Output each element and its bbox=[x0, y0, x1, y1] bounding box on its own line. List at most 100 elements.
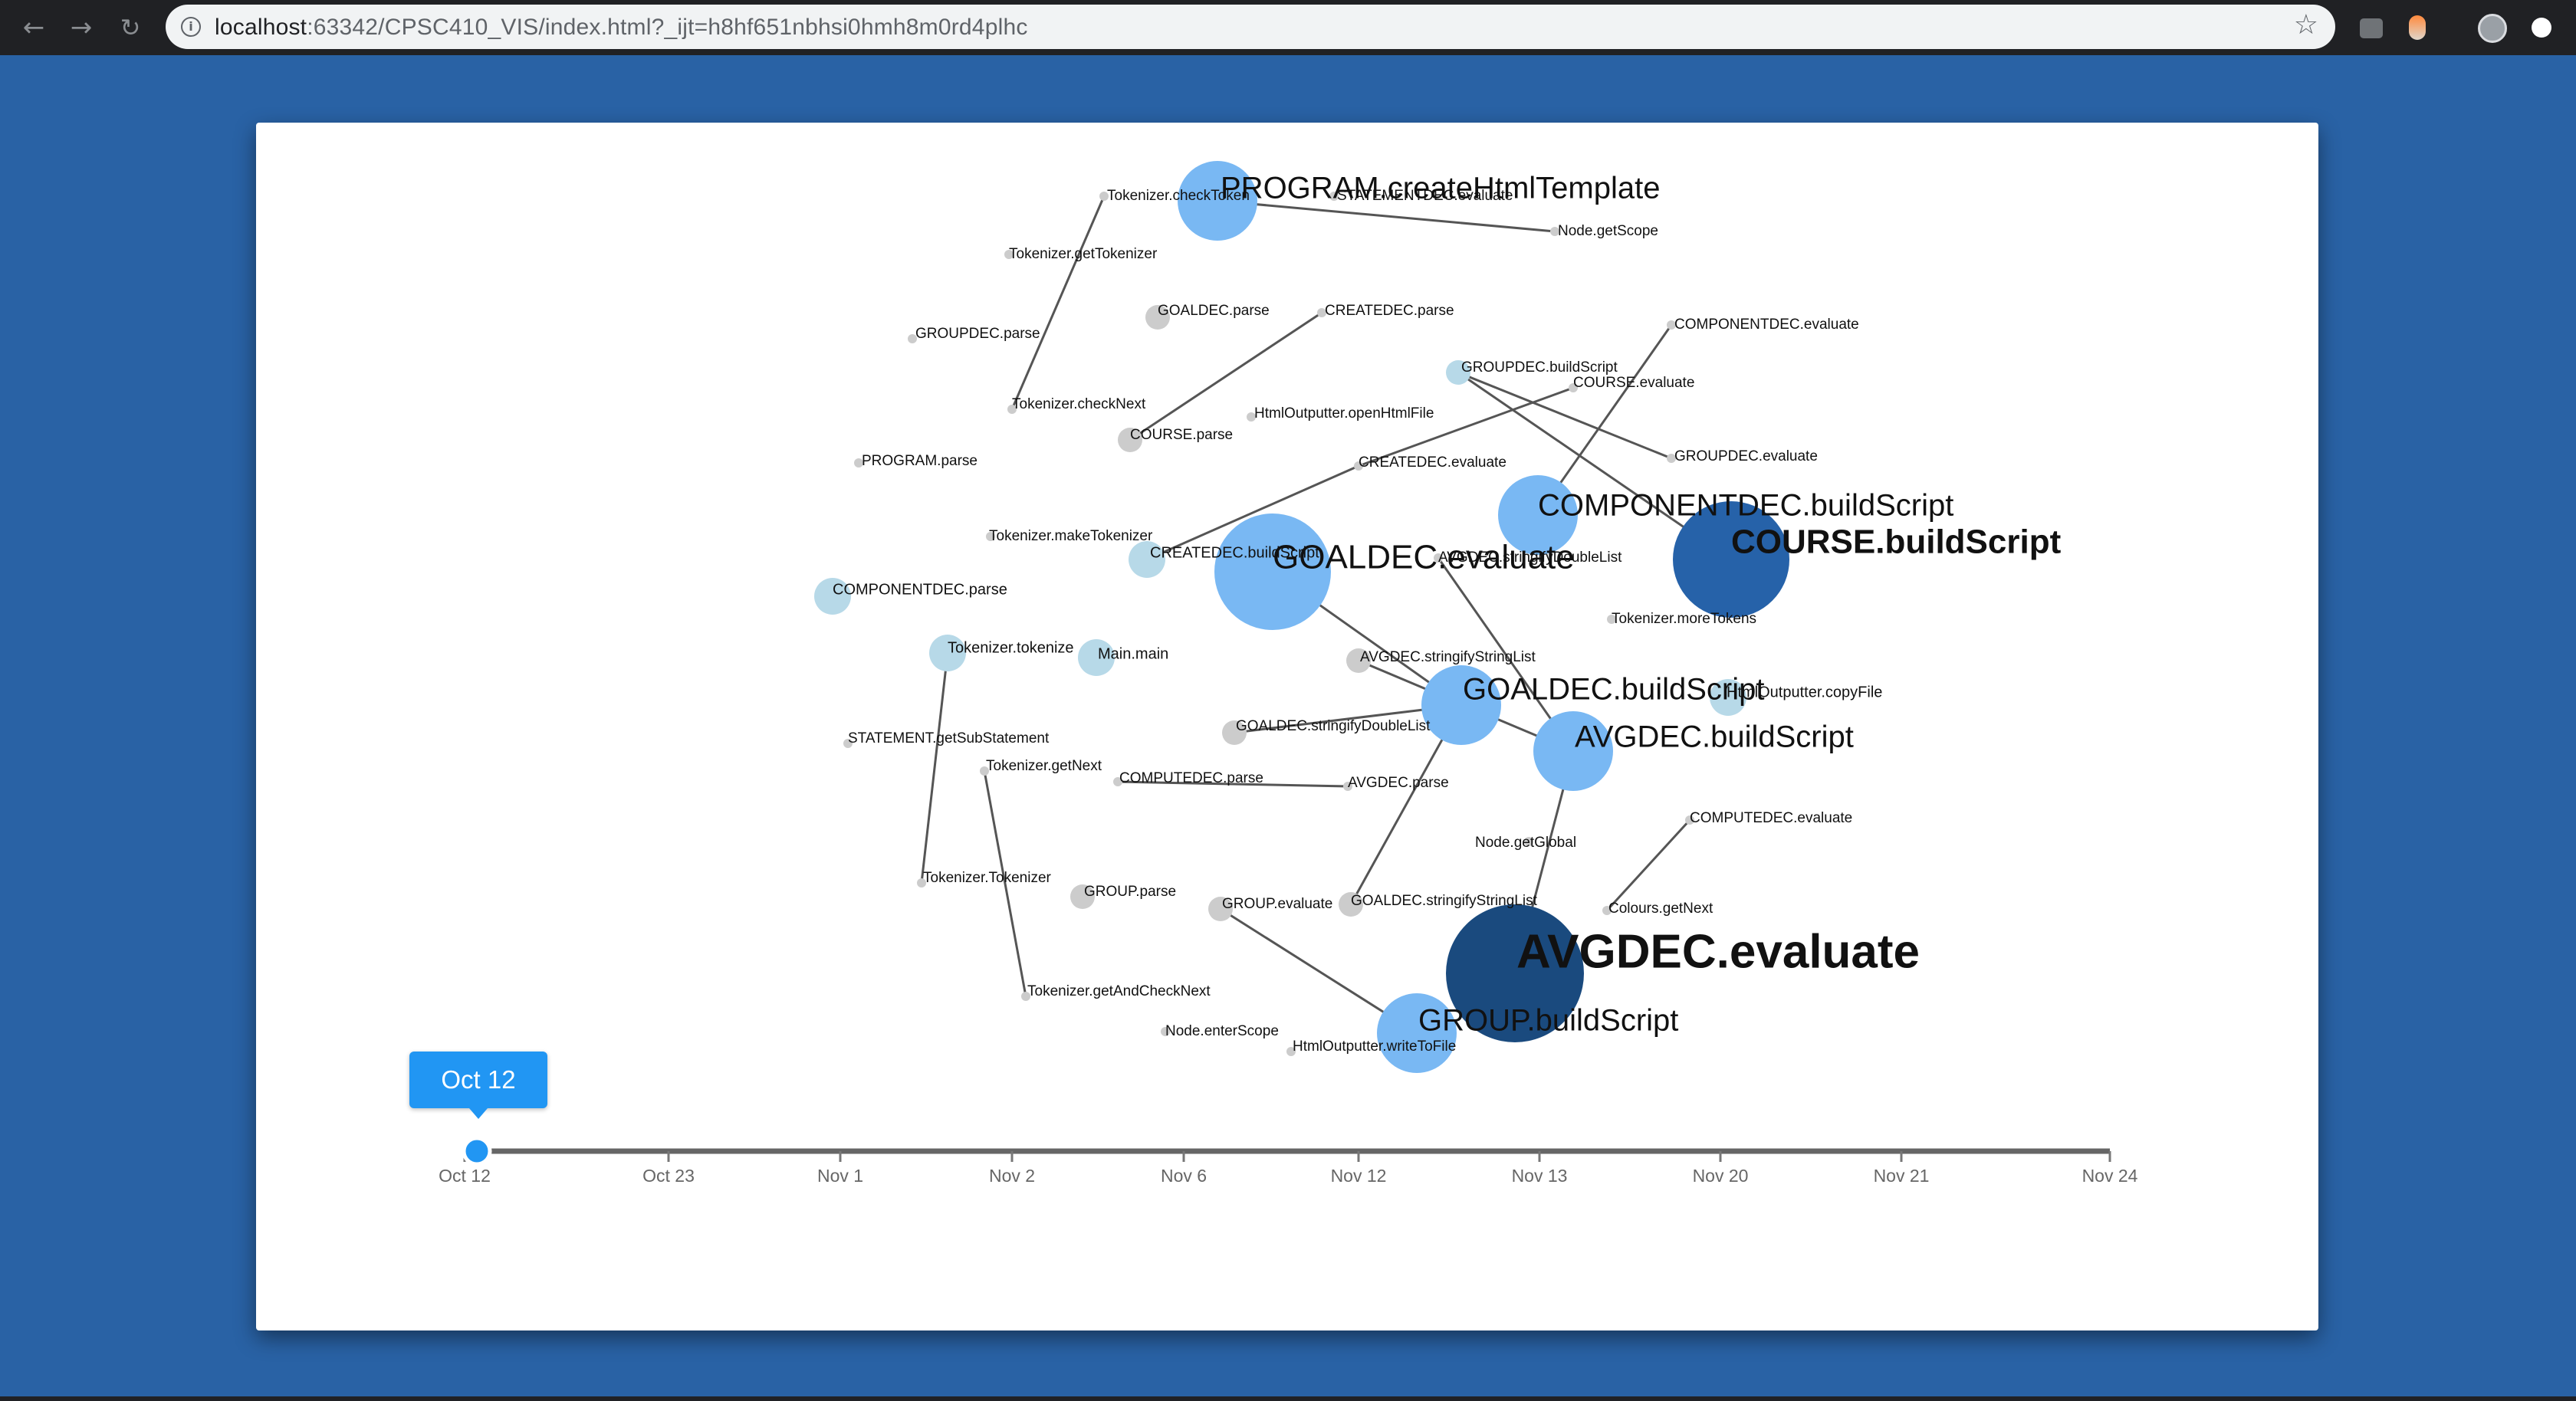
graph-node[interactable] bbox=[1685, 815, 1694, 825]
graph-node[interactable] bbox=[1007, 405, 1017, 414]
graph-node[interactable] bbox=[1602, 906, 1612, 915]
graph-node-label: Tokenizer.Tokenizer bbox=[923, 870, 1052, 886]
graph-node[interactable] bbox=[980, 766, 989, 776]
graph-node[interactable] bbox=[1569, 383, 1578, 392]
graph-node[interactable] bbox=[1434, 553, 1443, 563]
camera-extension-icon[interactable] bbox=[2360, 18, 2383, 38]
graph-node[interactable] bbox=[1129, 541, 1165, 578]
graph-node[interactable] bbox=[854, 458, 863, 468]
graph-node-label: CREATEDEC.buildScript bbox=[1150, 544, 1319, 561]
graph-link bbox=[1129, 311, 1322, 441]
graph-node[interactable] bbox=[1161, 1027, 1170, 1036]
profile-avatar[interactable] bbox=[2478, 14, 2507, 43]
graph-node[interactable] bbox=[1214, 513, 1331, 630]
arrow-right-icon[interactable]: → bbox=[70, 12, 93, 43]
timeline-tick-label[interactable]: Oct 12 bbox=[439, 1166, 491, 1186]
graph-node[interactable] bbox=[1004, 250, 1014, 259]
graph-node[interactable] bbox=[1667, 320, 1676, 330]
graph-node-label: GROUP.parse bbox=[1084, 884, 1176, 900]
graph-node-label: Tokenizer.tokenize bbox=[948, 639, 1074, 656]
reload-icon[interactable]: ↻ bbox=[120, 13, 141, 42]
graph-node-label: Tokenizer.moreTokens bbox=[1612, 611, 1756, 627]
graph-node-label: CREATEDEC.parse bbox=[1325, 303, 1454, 319]
graph-node[interactable] bbox=[1377, 993, 1457, 1073]
graph-node[interactable] bbox=[1118, 428, 1142, 452]
graph-node-label: Node.enterScope bbox=[1165, 1023, 1279, 1039]
graph-node-label: PROGRAM.createHtmlTemplate bbox=[1221, 172, 1660, 205]
graph-node[interactable] bbox=[1673, 501, 1789, 618]
graph-node[interactable] bbox=[1498, 475, 1578, 555]
graph-node[interactable] bbox=[1343, 782, 1352, 791]
graph-node[interactable] bbox=[843, 739, 853, 748]
address-bar[interactable]: i localhost:63342/CPSC410_VIS/index.html… bbox=[166, 5, 2335, 49]
star-icon[interactable]: ☆ bbox=[2293, 9, 2318, 41]
graph-link bbox=[1117, 780, 1349, 788]
graph-node[interactable] bbox=[1446, 360, 1470, 385]
graph-node[interactable] bbox=[1208, 897, 1233, 921]
graph-node[interactable] bbox=[1421, 665, 1501, 745]
graph-node[interactable] bbox=[1222, 720, 1247, 745]
graph-link bbox=[1358, 386, 1574, 468]
arrow-left-icon[interactable]: ← bbox=[22, 12, 45, 43]
timeline-tick-label[interactable]: Nov 24 bbox=[2082, 1166, 2138, 1186]
timeline-tick-label[interactable]: Nov 1 bbox=[817, 1166, 863, 1186]
graph-node-label: AVGDEC.stringifyDoubleList bbox=[1438, 550, 1622, 566]
graph-node[interactable] bbox=[1145, 305, 1170, 330]
url-path: :63342/CPSC410_VIS/index.html?_ijt=h8hf6… bbox=[307, 15, 1028, 40]
timeline-tick-label[interactable]: Nov 13 bbox=[1512, 1166, 1568, 1186]
graph-node[interactable] bbox=[1078, 639, 1115, 676]
graph-node-label: GROUPDEC.parse bbox=[915, 326, 1040, 342]
graph-node-label: STATEMENT.getSubStatement bbox=[848, 730, 1050, 746]
visualization-card: PROGRAM.createHtmlTemplate Tokenizer.chec… bbox=[256, 123, 2318, 1330]
menu-icon[interactable] bbox=[2532, 18, 2551, 38]
timeline-tick-label[interactable]: Nov 2 bbox=[989, 1166, 1035, 1186]
graph-node-label: Tokenizer.checkNext bbox=[1012, 396, 1146, 412]
graph-node-label: COURSE.parse bbox=[1130, 427, 1233, 443]
timeline-tick-label[interactable]: Nov 20 bbox=[1693, 1166, 1749, 1186]
graph-node[interactable] bbox=[1346, 648, 1371, 673]
graph-node-label: Node.getScope bbox=[1558, 223, 1658, 239]
graph-node[interactable] bbox=[1667, 454, 1676, 463]
graph-node[interactable] bbox=[1354, 461, 1363, 471]
graph-node-label: COURSE.buildScript bbox=[1731, 523, 2062, 561]
timeline-tick-label[interactable]: Nov 12 bbox=[1331, 1166, 1387, 1186]
graph-node[interactable] bbox=[1021, 992, 1030, 1001]
graph-node-label: GOALDEC.buildScript bbox=[1463, 673, 1764, 707]
graph-link bbox=[1605, 819, 1691, 912]
graph-node[interactable] bbox=[1446, 904, 1584, 1042]
info-icon[interactable]: i bbox=[181, 17, 201, 37]
graph-node[interactable] bbox=[1710, 679, 1746, 716]
graph-node-label: COMPONENTDEC.buildScript bbox=[1538, 489, 1953, 523]
timeline-handle[interactable] bbox=[462, 1136, 492, 1166]
graph-node[interactable] bbox=[986, 532, 995, 541]
graph-node-label: AVGDEC.parse bbox=[1348, 775, 1449, 791]
timeline-tick-label[interactable]: Oct 23 bbox=[642, 1166, 695, 1186]
graph-node-label: GOALDEC.evaluate bbox=[1273, 539, 1575, 576]
graph-node[interactable] bbox=[1317, 308, 1326, 317]
url-text[interactable]: localhost:63342/CPSC410_VIS/index.html?_… bbox=[215, 15, 1028, 41]
graph-node[interactable] bbox=[1550, 227, 1559, 236]
graph-node[interactable] bbox=[1247, 412, 1256, 422]
graph-node[interactable] bbox=[1533, 711, 1613, 791]
graph-node[interactable] bbox=[929, 635, 966, 671]
graph-node-label: COMPUTEDEC.evaluate bbox=[1690, 810, 1852, 826]
timeline-tick-label[interactable]: Nov 6 bbox=[1161, 1166, 1207, 1186]
graph-node[interactable] bbox=[814, 578, 851, 615]
graph-node[interactable] bbox=[917, 878, 926, 888]
graph-node[interactable] bbox=[1607, 615, 1616, 624]
graph-node[interactable] bbox=[1286, 1047, 1296, 1056]
graph-node[interactable] bbox=[1524, 837, 1533, 846]
graph-node-label: GOALDEC.parse bbox=[1158, 303, 1270, 319]
graph-node[interactable] bbox=[1099, 192, 1109, 201]
graph-node[interactable] bbox=[1178, 161, 1257, 241]
graph-node[interactable] bbox=[908, 334, 917, 343]
timeline-tick-label[interactable]: Nov 21 bbox=[1874, 1166, 1930, 1186]
url-host: localhost bbox=[215, 15, 307, 40]
graph-node[interactable] bbox=[1329, 192, 1339, 201]
extension-icon[interactable] bbox=[2409, 15, 2426, 40]
graph-node[interactable] bbox=[1070, 884, 1095, 909]
graph-node[interactable] bbox=[1339, 892, 1363, 917]
graph-node[interactable] bbox=[1113, 777, 1122, 786]
graph-link bbox=[1010, 195, 1106, 410]
graph-node-label: AVGDEC.evaluate bbox=[1516, 925, 1920, 978]
